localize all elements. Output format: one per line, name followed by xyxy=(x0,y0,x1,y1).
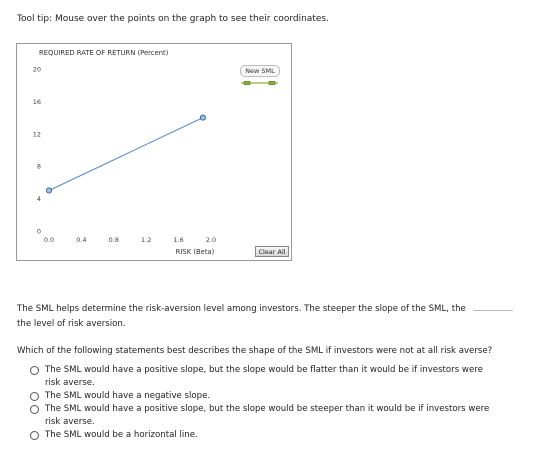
option-1[interactable]: The SML would have a positive slope, but… xyxy=(30,364,500,390)
radio-button-icon[interactable] xyxy=(30,392,39,401)
answer-options: The SML would have a positive slope, but… xyxy=(30,364,500,442)
radio-button-icon[interactable] xyxy=(30,366,39,375)
radio-button-icon[interactable] xyxy=(30,405,39,414)
tooltip-note: Tool tip: Mouse over the points on the g… xyxy=(17,14,329,24)
y-tick-label: 20 xyxy=(33,66,41,74)
sml-line[interactable] xyxy=(48,117,204,191)
new-sml-legend-line-icon[interactable] xyxy=(240,78,280,88)
option-2-label: The SML would have a negative slope. xyxy=(45,391,211,401)
sml-graph-panel[interactable]: REQUIRED RATE OF RETURN (Percent) 0 4 8 12 1… xyxy=(16,43,292,261)
y-tick-label: 16 xyxy=(33,98,41,106)
option-4-label: The SML would be a horizontal line. xyxy=(45,430,198,440)
option-1-label: The SML would have a positive slope, but… xyxy=(45,365,483,388)
option-4[interactable]: The SML would be a horizontal line. xyxy=(30,429,500,442)
legend: New SML xyxy=(240,65,287,89)
x-tick-label: 0.4 xyxy=(76,236,86,244)
y-tick-label: 4 xyxy=(37,195,41,203)
question1-line1: The SML helps determine the risk-aversio… xyxy=(17,304,466,314)
y-tick-label: 8 xyxy=(37,163,41,171)
sml-chart[interactable]: REQUIRED RATE OF RETURN (Percent) 0 4 8 12 1… xyxy=(17,44,293,262)
option-2[interactable]: The SML would have a negative slope. xyxy=(30,390,500,403)
y-tick-label: 12 xyxy=(33,130,41,138)
option-3-label: The SML would have a positive slope, but… xyxy=(45,404,490,427)
option-3[interactable]: The SML would have a positive slope, but… xyxy=(30,403,500,429)
clear-all-button[interactable]: Clear All xyxy=(255,246,289,257)
radio-button-icon[interactable] xyxy=(30,431,39,440)
x-tick-label: 0.0 xyxy=(44,236,54,244)
question2-prompt: Which of the following statements best d… xyxy=(17,346,493,356)
x-tick-label: 1.6 xyxy=(173,236,183,244)
sml-point[interactable] xyxy=(199,114,206,121)
x-axis-title: RISK (Beta) xyxy=(176,248,215,256)
x-tick-label: 1.2 xyxy=(141,236,151,244)
sml-point[interactable] xyxy=(45,187,53,194)
y-axis-title: REQUIRED RATE OF RETURN (Percent) xyxy=(39,49,169,57)
question1-line2: the level of risk aversion. xyxy=(17,319,126,329)
fill-in-dropdown[interactable] xyxy=(472,310,513,311)
question1-text: The SML helps determine the risk-aversio… xyxy=(17,302,513,332)
new-sml-button[interactable]: New SML xyxy=(240,65,280,77)
x-tick-label: 2.0 xyxy=(206,236,216,244)
x-tick-label: 0.8 xyxy=(109,236,119,244)
y-tick-label: 0 xyxy=(37,228,41,236)
